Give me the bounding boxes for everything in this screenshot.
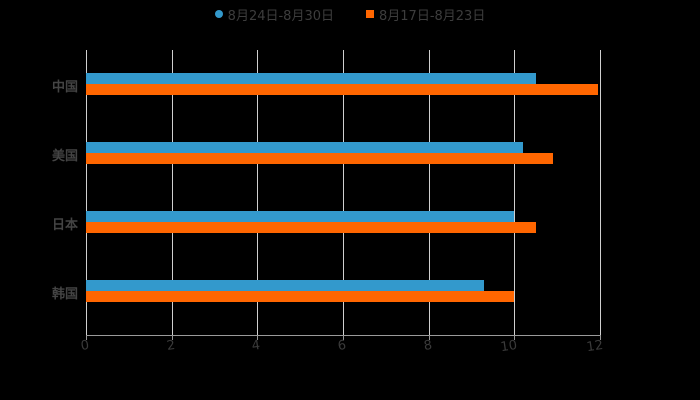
bar-series-1[interactable]	[86, 142, 523, 153]
legend-swatch-orange	[366, 10, 374, 18]
bar-series-2[interactable]	[86, 153, 553, 164]
y-category-label: 美国	[0, 145, 78, 164]
bar-series-1[interactable]	[86, 73, 536, 84]
y-category-label: 中国	[0, 76, 78, 95]
bar-series-2[interactable]	[86, 291, 514, 302]
x-tick-label: 4	[230, 338, 262, 357]
x-tick-label: 2	[144, 338, 176, 357]
x-tick-label: 8	[401, 338, 433, 357]
bar-series-1[interactable]	[86, 211, 514, 222]
legend-item-series-2[interactable]: 8月17日-8月23日	[366, 4, 485, 24]
legend-swatch-blue	[215, 10, 223, 18]
y-category-label: 韩国	[0, 283, 78, 302]
legend-label: 8月17日-8月23日	[379, 5, 485, 24]
legend-item-series-1[interactable]: 8月24日-8月30日	[215, 4, 334, 24]
x-tick-label: 0	[58, 338, 90, 357]
x-tick-label: 10	[487, 338, 519, 357]
x-tick-label: 6	[315, 338, 347, 357]
gridline	[600, 50, 601, 335]
bar-series-1[interactable]	[86, 280, 484, 291]
x-tick-label: 12	[572, 338, 604, 357]
legend: 8月24日-8月30日 8月17日-8月23日	[0, 4, 700, 24]
plot-area	[86, 50, 600, 335]
bar-series-2[interactable]	[86, 84, 598, 95]
bar-series-2[interactable]	[86, 222, 536, 233]
legend-label: 8月24日-8月30日	[228, 5, 334, 24]
y-category-label: 日本	[0, 214, 78, 233]
